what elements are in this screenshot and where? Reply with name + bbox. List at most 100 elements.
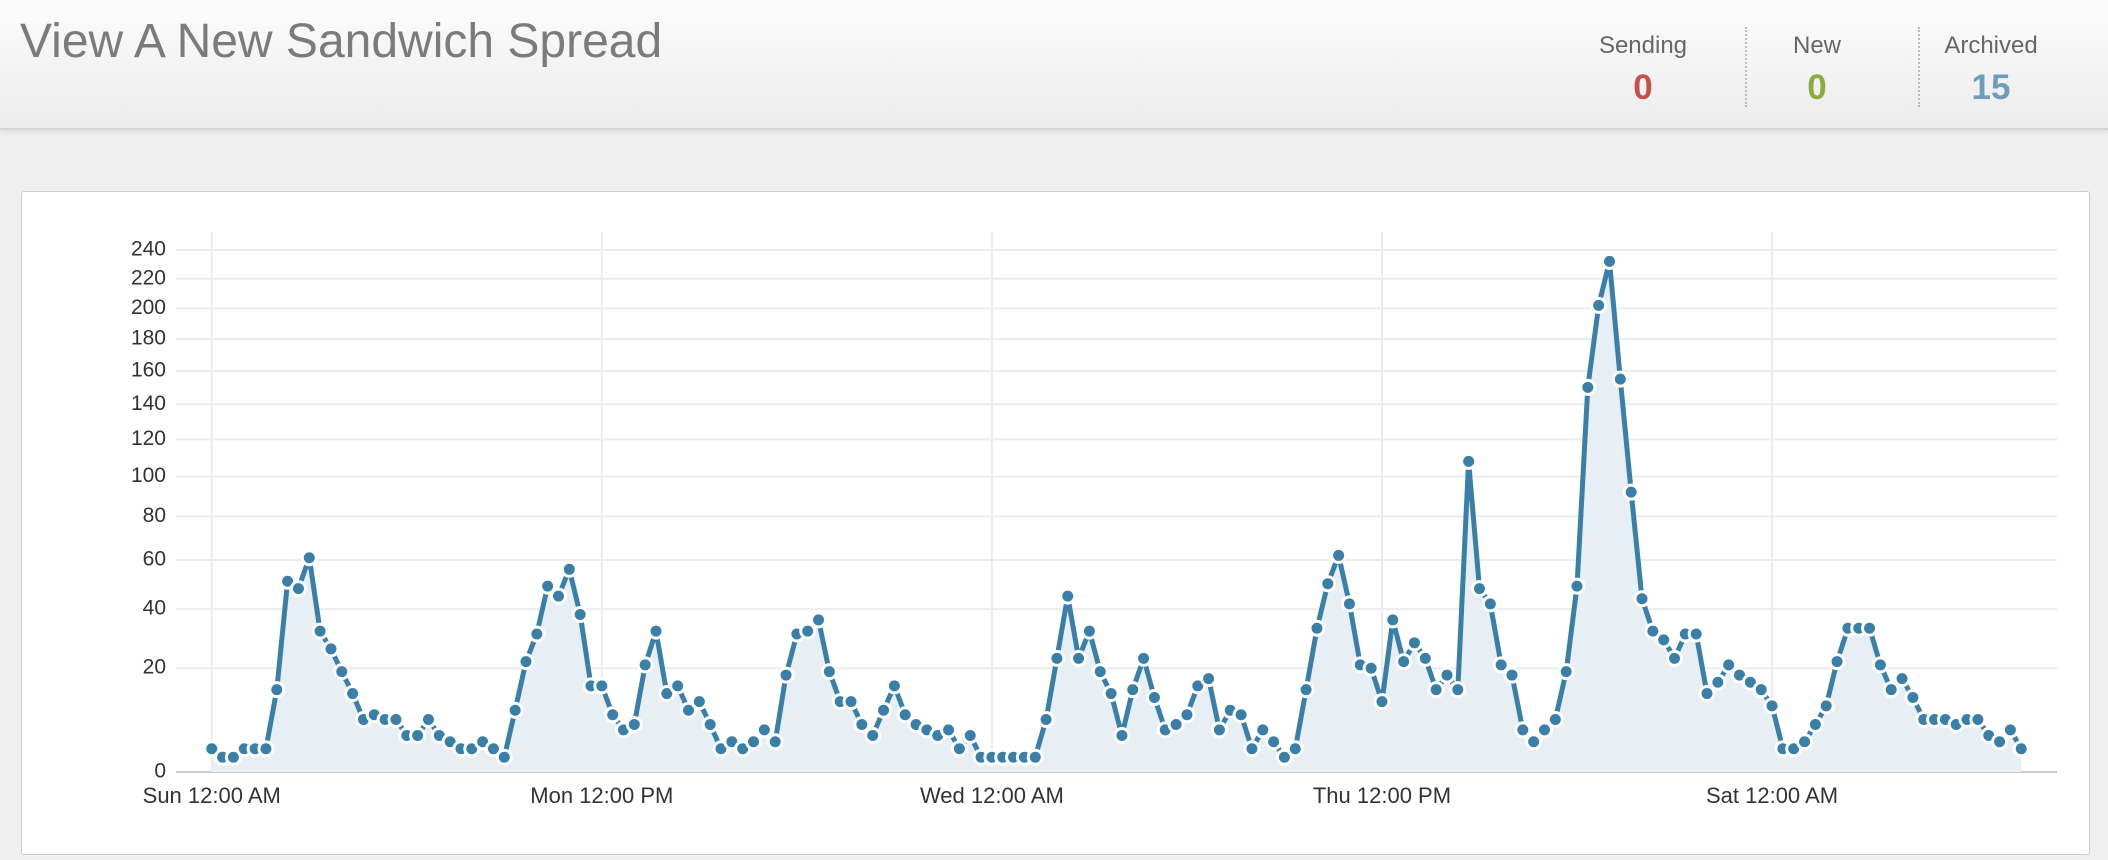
point	[701, 716, 719, 734]
y-tick-label: 140	[131, 392, 166, 415]
point	[1601, 252, 1619, 270]
point	[1200, 670, 1218, 688]
point	[495, 748, 513, 766]
point	[1969, 711, 1987, 729]
point	[289, 580, 307, 598]
point	[755, 721, 773, 739]
point	[690, 693, 708, 711]
point	[1102, 685, 1120, 703]
y-tick-label: 60	[143, 548, 166, 571]
point	[300, 549, 318, 567]
point	[1525, 733, 1543, 751]
point	[1286, 740, 1304, 758]
point	[1720, 656, 1738, 674]
point	[1416, 649, 1434, 667]
point	[549, 587, 567, 605]
point	[419, 711, 437, 729]
point	[1449, 681, 1467, 699]
point	[864, 727, 882, 745]
point	[1806, 716, 1824, 734]
point	[1579, 378, 1597, 396]
point	[1308, 619, 1326, 637]
point	[1275, 748, 1293, 766]
point	[1395, 653, 1413, 671]
point	[777, 666, 795, 684]
x-tick-label: Wed 12:00 AM	[920, 783, 1064, 808]
y-tick-label: 120	[131, 427, 166, 450]
point	[680, 701, 698, 719]
point	[1438, 666, 1456, 684]
point	[344, 685, 362, 703]
y-tick-label: 20	[143, 656, 166, 679]
point	[820, 663, 838, 681]
point	[1135, 649, 1153, 667]
point	[1232, 706, 1250, 724]
point	[1763, 697, 1781, 715]
point	[1405, 634, 1423, 652]
point	[1210, 721, 1228, 739]
point	[1991, 733, 2009, 751]
point	[203, 740, 221, 758]
point	[940, 721, 958, 739]
point	[1861, 619, 1879, 637]
point	[1546, 711, 1564, 729]
point	[1687, 625, 1705, 643]
point	[853, 716, 871, 734]
point	[1655, 631, 1673, 649]
point	[1514, 721, 1532, 739]
point	[1904, 689, 1922, 707]
point	[224, 748, 242, 766]
point	[268, 681, 286, 699]
y-tick-label: 40	[143, 597, 166, 620]
y-tick-label: 100	[131, 464, 166, 487]
point	[1124, 681, 1142, 699]
point	[604, 706, 622, 724]
point	[745, 733, 763, 751]
point	[1297, 681, 1315, 699]
point	[528, 625, 546, 643]
x-tick-label: Thu 12:00 PM	[1313, 783, 1451, 808]
point	[896, 706, 914, 724]
stat: Sending 0	[1558, 32, 1728, 108]
point	[647, 622, 665, 640]
point	[1644, 622, 1662, 640]
point	[669, 677, 687, 695]
point	[539, 577, 557, 595]
point	[1622, 483, 1640, 501]
point	[1470, 580, 1488, 598]
point	[1492, 656, 1510, 674]
point	[322, 640, 340, 658]
point	[1503, 666, 1521, 684]
stat-label: New	[1792, 32, 1841, 59]
point	[1427, 681, 1445, 699]
x-tick-label: Sun 12:00 AM	[143, 783, 281, 808]
point	[1254, 721, 1272, 739]
y-tick-label: 220	[131, 266, 166, 289]
point	[593, 677, 611, 695]
point	[571, 605, 589, 623]
stat-value: 0	[1807, 68, 1827, 107]
point	[810, 611, 828, 629]
point	[1373, 693, 1391, 711]
point	[1113, 727, 1131, 745]
stat-value: 0	[1633, 68, 1653, 107]
point	[625, 716, 643, 734]
point	[1633, 590, 1651, 608]
point	[766, 733, 784, 751]
point	[1048, 649, 1066, 667]
point	[1611, 370, 1629, 388]
point	[387, 711, 405, 729]
point	[1384, 611, 1402, 629]
point	[1145, 689, 1163, 707]
point	[950, 740, 968, 758]
point	[506, 701, 524, 719]
point	[636, 656, 654, 674]
point	[885, 677, 903, 695]
point	[1709, 673, 1727, 691]
point	[1059, 587, 1077, 605]
point	[1037, 711, 1055, 729]
point	[842, 693, 860, 711]
point	[560, 560, 578, 578]
x-tick-label: Mon 12:00 PM	[530, 783, 673, 808]
